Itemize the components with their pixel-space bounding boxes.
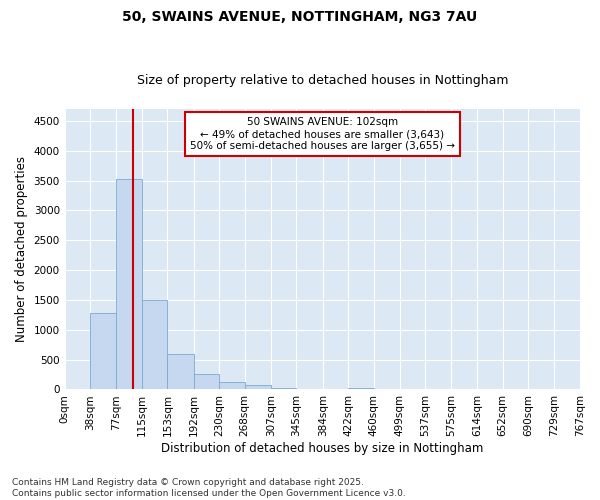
Bar bbox=[348, 388, 374, 390]
Bar bbox=[194, 374, 219, 390]
Bar bbox=[142, 300, 167, 390]
Bar bbox=[219, 382, 245, 390]
Text: Contains HM Land Registry data © Crown copyright and database right 2025.
Contai: Contains HM Land Registry data © Crown c… bbox=[12, 478, 406, 498]
Bar bbox=[167, 354, 194, 390]
Bar bbox=[90, 313, 116, 390]
Text: 50 SWAINS AVENUE: 102sqm
← 49% of detached houses are smaller (3,643)
50% of sem: 50 SWAINS AVENUE: 102sqm ← 49% of detach… bbox=[190, 118, 455, 150]
Y-axis label: Number of detached properties: Number of detached properties bbox=[15, 156, 28, 342]
X-axis label: Distribution of detached houses by size in Nottingham: Distribution of detached houses by size … bbox=[161, 442, 484, 455]
Bar bbox=[271, 388, 296, 390]
Bar bbox=[245, 386, 271, 390]
Text: 50, SWAINS AVENUE, NOTTINGHAM, NG3 7AU: 50, SWAINS AVENUE, NOTTINGHAM, NG3 7AU bbox=[122, 10, 478, 24]
Title: Size of property relative to detached houses in Nottingham: Size of property relative to detached ho… bbox=[137, 74, 508, 87]
Bar bbox=[116, 179, 142, 390]
Bar bbox=[296, 389, 323, 390]
Bar bbox=[65, 389, 90, 390]
